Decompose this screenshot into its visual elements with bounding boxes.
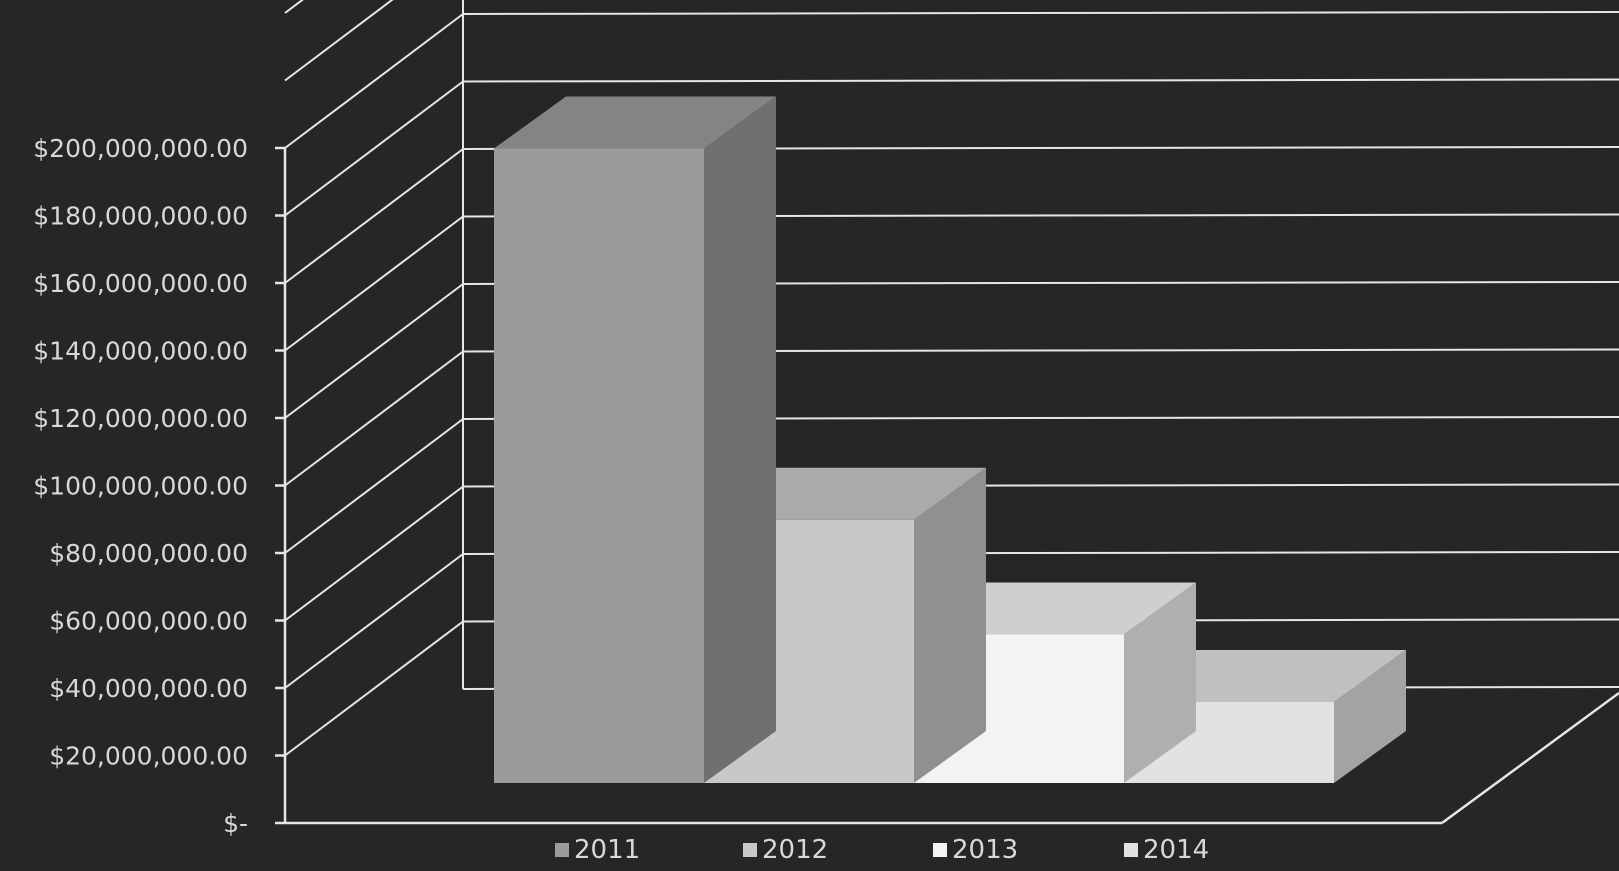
y-tick-label: $120,000,000.00 — [33, 404, 248, 433]
legend-item-2014: 2014 — [1124, 835, 1209, 865]
gridline-depth — [284, 283, 464, 419]
bar-side — [1124, 582, 1196, 783]
bar-2011 — [494, 96, 776, 783]
y-tick-label: $160,000,000.00 — [33, 269, 248, 298]
legend-label: 2013 — [952, 835, 1018, 865]
gridline-depth — [284, 80, 464, 217]
y-tick-label: $40,000,000.00 — [49, 674, 248, 703]
legend-item-2013: 2013 — [933, 835, 1018, 865]
gridline-depth — [284, 0, 304, 14]
bar-side — [914, 467, 986, 783]
y-tick-label: $60,000,000.00 — [49, 607, 248, 636]
y-tick-label: $180,000,000.00 — [33, 202, 248, 231]
legend-label: 2012 — [762, 835, 828, 865]
axes — [275, 146, 1619, 825]
legend-swatch — [555, 843, 569, 857]
gridline-depth — [284, 0, 394, 82]
legend-swatch — [743, 843, 757, 857]
bar-front — [494, 148, 704, 783]
legend-label: 2011 — [574, 835, 640, 865]
y-tick-label: $80,000,000.00 — [49, 539, 248, 568]
gridline — [462, 78, 1619, 83]
legend-label: 2014 — [1143, 835, 1209, 865]
y-tick-labels: $- $20,000,000.00 $40,000,000.00 $60,000,00… — [33, 134, 248, 838]
gridline-depth — [284, 13, 464, 149]
bar-side — [1334, 650, 1406, 783]
legend-item-2012: 2012 — [743, 835, 828, 865]
gridline-depth — [284, 620, 464, 757]
y-tick-label: $- — [223, 809, 248, 838]
floor-right-edge — [1441, 691, 1619, 825]
y-tick-label: $100,000,000.00 — [33, 472, 248, 501]
legend: 2011 2012 2013 2014 — [555, 835, 1209, 865]
bar-side — [704, 96, 776, 783]
legend-swatch — [933, 843, 947, 857]
y-tick-label: $20,000,000.00 — [49, 742, 248, 771]
y-tick-label: $200,000,000.00 — [33, 134, 248, 163]
gridline — [462, 11, 1619, 15]
bar-top — [494, 96, 776, 149]
legend-item-2011: 2011 — [555, 835, 640, 865]
gridline-depth — [284, 553, 464, 689]
gridline-depth — [284, 350, 464, 487]
gridline-depth — [284, 215, 464, 352]
gridline-depth — [284, 418, 464, 554]
legend-swatch — [1124, 843, 1138, 857]
y-tick-label: $140,000,000.00 — [33, 337, 248, 366]
gridline-depth — [284, 485, 464, 622]
gridline-depth — [284, 148, 464, 284]
bars — [494, 96, 1406, 783]
